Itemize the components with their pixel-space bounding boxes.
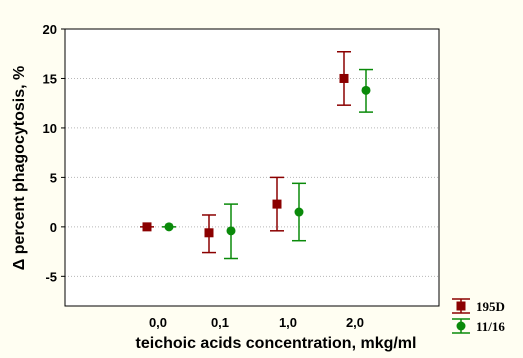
x-tick-label: 0,1	[211, 315, 229, 330]
x-tick-label: 0,0	[149, 315, 167, 330]
y-tick-label: 20	[43, 22, 57, 37]
data-point-square	[339, 73, 349, 83]
y-tick-label: 0	[50, 220, 57, 235]
x-tick-label: 1,0	[279, 315, 297, 330]
legend-entry: 195D	[452, 298, 505, 314]
legend-marker-circle	[456, 321, 466, 331]
data-point-square	[142, 222, 152, 232]
data-point-circle	[226, 226, 236, 236]
data-point-circle	[294, 207, 304, 217]
gridlines	[65, 77, 439, 277]
y-axis-ticks: -5 0 5 10 15 20	[43, 22, 65, 284]
x-axis-ticks: 0,0 0,1 1,0 2,0	[149, 315, 364, 330]
data-point-circle	[164, 222, 174, 232]
plot-area	[65, 29, 439, 306]
legend: 195D 11/16	[452, 298, 505, 334]
y-tick-label: -5	[45, 269, 57, 284]
y-tick-label: 15	[43, 71, 57, 86]
data-point-square	[272, 199, 282, 209]
x-tick-label: 2,0	[346, 315, 364, 330]
y-tick-label: 10	[43, 121, 57, 136]
legend-marker-square	[456, 301, 466, 311]
y-axis-label: Δ percent phagocytosis, %	[11, 66, 28, 270]
legend-label: 195D	[476, 299, 505, 314]
data-points	[142, 73, 371, 238]
data-point-circle	[361, 85, 371, 95]
x-axis-label: teichoic acids concentration, mkg/ml	[136, 335, 417, 352]
data-point-square	[204, 228, 214, 238]
error-bars	[140, 51, 373, 260]
legend-entry: 11/16	[452, 318, 505, 334]
y-tick-label: 5	[50, 170, 57, 185]
legend-label: 11/16	[476, 319, 505, 334]
plot-frame	[64, 28, 440, 307]
